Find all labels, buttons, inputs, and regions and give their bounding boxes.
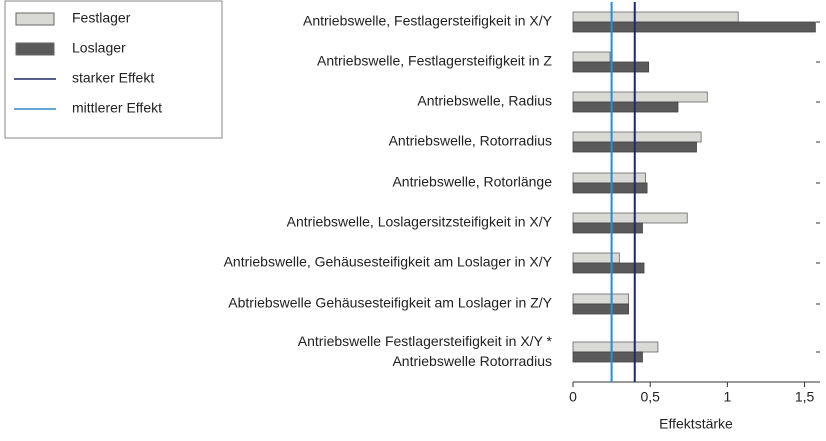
bar: [572, 101, 679, 113]
legend-label: Festlager: [72, 10, 131, 26]
y-tick-label: Antriebswelle, Radius: [417, 93, 552, 109]
bar: [572, 91, 708, 103]
y-tick-label: Antriebswelle, Festlagersteifigkeit in Z: [317, 53, 552, 69]
y-tick-label: Antriebswelle, Rotorradius: [389, 133, 552, 149]
x-tick-label: 1: [723, 389, 731, 405]
x-tick-label: 1,5: [795, 389, 815, 405]
x-axis-label: Effektstärke: [659, 416, 733, 432]
bar: [572, 303, 629, 315]
x-tick-label: 0,5: [640, 389, 660, 405]
legend-swatch: [15, 12, 55, 26]
y-tick-label-line: Antriebswelle Rotorradius: [392, 353, 552, 369]
legend-label: Loslager: [72, 40, 126, 56]
bar: [572, 11, 739, 23]
bar: [572, 293, 629, 305]
bar: [572, 262, 645, 274]
y-tick-label-line: Antriebswelle Festlagersteifigkeit in X/…: [298, 333, 553, 349]
bar: [572, 51, 611, 63]
bar: [572, 21, 816, 33]
bar: [572, 131, 702, 143]
y-tick-label: Antriebswelle, Rotorlänge: [392, 174, 552, 190]
legend-swatch: [15, 42, 55, 56]
bar: [572, 222, 643, 234]
bar: [572, 182, 648, 194]
bar: [572, 212, 688, 224]
y-tick-label: Antriebswelle Festlagersteifigkeit in X/…: [298, 333, 553, 369]
legend-label: mittlerer Effekt: [72, 100, 162, 116]
y-tick-label: Antriebswelle, Festlagersteifigkeit in X…: [303, 13, 553, 29]
x-tick-label: 0: [569, 389, 577, 405]
y-tick-label: Antriebswelle, Loslagersitzsteifigkeit i…: [287, 214, 553, 230]
y-tick-label: Abtriebswelle Gehäusesteifigkeit am Losl…: [228, 295, 552, 311]
bar: [572, 341, 659, 353]
legend-label: starker Effekt: [72, 70, 154, 86]
y-tick-label: Antriebswelle, Gehäusesteifigkeit am Los…: [224, 254, 553, 270]
bar: [572, 351, 643, 363]
